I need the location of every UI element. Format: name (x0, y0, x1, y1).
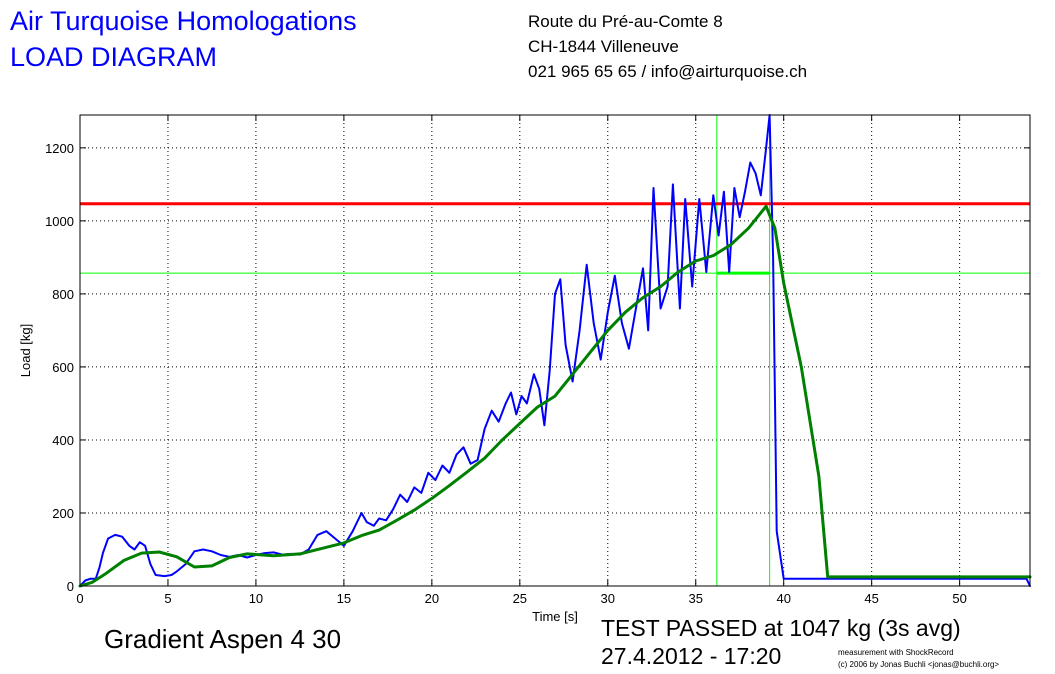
test-datetime: 27.4.2012 - 17:20 (601, 643, 782, 669)
plot-frame (79, 114, 1031, 587)
series-average-line (78, 204, 1032, 588)
x-tick-label: 35 (689, 591, 703, 606)
x-tick-label: 45 (864, 591, 878, 606)
x-tick-label: 10 (249, 591, 263, 606)
y-tick-label: 800 (52, 287, 74, 302)
page-title: Air Turquoise Homologations (10, 6, 357, 36)
y-tick-label: 1000 (45, 214, 74, 229)
credit-measurement: measurement with ShockRecord (838, 648, 954, 657)
page-subtitle: LOAD DIAGRAM (10, 42, 218, 72)
x-tick-label: 15 (337, 591, 351, 606)
x-tick-label: 50 (952, 591, 966, 606)
test-result: TEST PASSED at 1047 kg (3s avg) (601, 615, 961, 641)
y-tick-label: 1200 (45, 141, 74, 156)
y-tick-label: 400 (52, 433, 74, 448)
x-tick-label: 30 (601, 591, 615, 606)
glider-name: Gradient Aspen 4 30 (104, 624, 342, 654)
address-city: CH-1844 Villeneuve (528, 37, 679, 56)
x-axis-label: Time [s] (532, 609, 578, 624)
y-axis-label: Load [kg] (18, 324, 33, 378)
x-tick-label: 25 (513, 591, 527, 606)
address-street: Route du Pré-au-Comte 8 (528, 12, 723, 31)
x-tick-label: 0 (76, 591, 83, 606)
series-raw-line (79, 114, 1031, 587)
x-tick-label: 40 (776, 591, 790, 606)
y-tick-label: 0 (67, 579, 74, 594)
y-tick-label: 600 (52, 360, 74, 375)
x-tick-label: 5 (164, 591, 171, 606)
y-tick-label: 200 (52, 506, 74, 521)
address-contact: 021 965 65 65 / info@airturquoise.ch (528, 62, 808, 81)
credit-copyright: (c) 2006 by Jonas Buchli <jonas@buchli.o… (838, 660, 1000, 669)
x-tick-label: 20 (425, 591, 439, 606)
